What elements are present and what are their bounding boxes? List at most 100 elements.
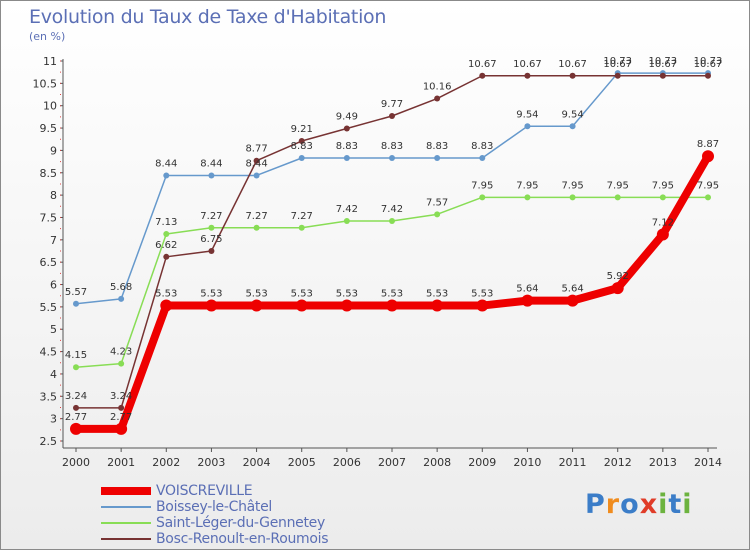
y-tick-label: 3.5 — [40, 390, 58, 403]
y-tick-label: 5 — [50, 323, 57, 336]
data-point — [118, 360, 125, 367]
data-point — [614, 72, 621, 79]
y-tick-label: 7.5 — [40, 211, 58, 224]
data-label: 8.83 — [381, 141, 403, 152]
data-point — [431, 299, 444, 312]
data-point — [659, 72, 666, 79]
data-point — [163, 231, 170, 238]
y-tick-label: 6 — [50, 279, 57, 292]
data-label: 5.57 — [65, 287, 87, 298]
x-tick-label: 2003 — [197, 456, 225, 469]
data-point — [163, 253, 170, 260]
data-point — [479, 155, 486, 162]
y-tick-label: 4.5 — [40, 346, 58, 359]
data-point — [73, 300, 79, 307]
data-point — [569, 123, 576, 130]
y-tick-label: 6.5 — [40, 256, 58, 269]
x-tick-label: 2000 — [62, 456, 90, 469]
data-label: 8.83 — [336, 141, 358, 152]
data-label: 8.87 — [697, 139, 719, 150]
data-label: 9.54 — [516, 109, 538, 120]
data-label: 3.24 — [110, 391, 132, 402]
legend-label: Bosc-Renoult-en-Roumois — [156, 531, 329, 547]
chart-title: Evolution du Taux de Taxe d'Habitation — [29, 6, 387, 28]
data-label: 7.27 — [245, 211, 267, 222]
data-point — [386, 299, 398, 312]
data-point — [479, 72, 486, 79]
data-point — [521, 294, 534, 307]
data-point — [476, 299, 489, 312]
logo-letter: x — [639, 489, 659, 520]
data-label: 5.53 — [426, 289, 448, 300]
data-point — [611, 282, 624, 295]
data-label: 2.77 — [65, 412, 87, 423]
x-tick-label: 2008 — [423, 456, 451, 469]
data-point — [208, 248, 215, 254]
data-label: 7.42 — [336, 204, 358, 215]
data-label: 5.53 — [381, 289, 403, 300]
data-point — [163, 172, 170, 179]
data-point — [569, 194, 576, 201]
x-tick-label: 2004 — [243, 456, 271, 469]
data-label: 5.53 — [336, 289, 358, 300]
data-point — [205, 299, 218, 312]
data-point — [298, 155, 305, 162]
data-label: 8.44 — [155, 158, 177, 169]
data-label: 9.49 — [336, 112, 358, 123]
logo-letter: P — [585, 489, 606, 520]
data-label: 10.67 — [649, 59, 678, 70]
data-label: 5.64 — [516, 284, 538, 295]
data-point — [705, 72, 711, 79]
data-label: 6.75 — [200, 234, 222, 245]
data-label: 4.23 — [110, 347, 132, 358]
data-label: 7.42 — [381, 204, 403, 215]
data-label: 5.53 — [200, 289, 222, 300]
data-label: 5.53 — [155, 289, 177, 300]
data-label: 8.44 — [245, 158, 267, 169]
data-label: 4.15 — [65, 350, 87, 361]
data-label: 7.13 — [155, 217, 177, 228]
data-label: 7.95 — [607, 180, 629, 191]
data-point — [340, 299, 353, 312]
data-label: 7.95 — [652, 180, 674, 191]
data-label: 9.77 — [381, 99, 403, 110]
y-tick-label: 8.5 — [40, 167, 58, 180]
y-tick-label: 10.5 — [33, 77, 58, 90]
y-tick-label: 5.5 — [40, 301, 58, 314]
data-point — [524, 72, 531, 79]
data-label: 6.62 — [155, 240, 177, 251]
data-label: 9.54 — [561, 109, 583, 120]
data-point — [614, 194, 621, 201]
y-tick-label: 4 — [50, 368, 57, 381]
x-tick-label: 2001 — [107, 456, 135, 469]
data-point — [115, 422, 128, 435]
data-point — [118, 295, 125, 302]
logo-letter: t — [668, 489, 683, 520]
x-tick-label: 2010 — [513, 456, 541, 469]
data-point — [389, 155, 395, 162]
data-point — [566, 294, 579, 307]
data-point — [298, 224, 305, 231]
y-tick-label: 9.5 — [40, 122, 58, 135]
data-label: 10.67 — [694, 59, 723, 70]
data-label: 5.53 — [291, 289, 313, 300]
data-label: 9.21 — [291, 124, 313, 135]
y-tick-label: 11 — [43, 55, 57, 68]
data-label: 10.16 — [423, 82, 452, 93]
data-point — [343, 125, 350, 132]
y-tick-label: 2.5 — [40, 435, 58, 448]
data-point — [434, 211, 441, 218]
data-label: 7.95 — [697, 180, 719, 191]
x-tick-label: 2013 — [649, 456, 677, 469]
data-point — [656, 228, 669, 241]
legend-label: Boissey-le-Châtel — [156, 499, 273, 515]
legend-label: Saint-Léger-du-Gennetey — [156, 515, 325, 531]
data-point — [160, 299, 173, 312]
data-label: 7.57 — [426, 197, 448, 208]
y-tick-label: 3 — [50, 413, 57, 426]
data-label: 3.24 — [65, 391, 87, 402]
data-label: 2.77 — [110, 412, 132, 423]
data-point — [250, 299, 263, 312]
